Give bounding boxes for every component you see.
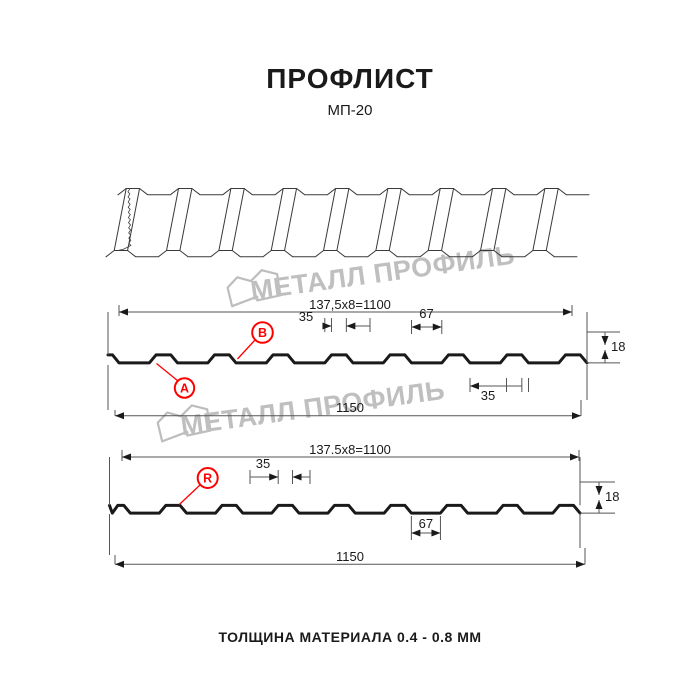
svg-text:R: R xyxy=(203,471,212,485)
svg-text:МП-20: МП-20 xyxy=(328,102,373,119)
svg-text:1150: 1150 xyxy=(336,549,364,564)
svg-text:18: 18 xyxy=(611,339,625,354)
svg-text:67: 67 xyxy=(419,516,433,531)
svg-text:67: 67 xyxy=(419,306,433,321)
svg-text:ТОЛЩИНА МАТЕРИАЛА 0.4 - 0.8 ММ: ТОЛЩИНА МАТЕРИАЛА 0.4 - 0.8 ММ xyxy=(218,629,481,645)
svg-text:ПРОФЛИСТ: ПРОФЛИСТ xyxy=(266,63,433,94)
svg-text:35: 35 xyxy=(256,456,270,471)
svg-text:18: 18 xyxy=(605,489,619,504)
svg-text:35: 35 xyxy=(299,309,313,324)
svg-text:35: 35 xyxy=(481,388,495,403)
svg-text:137.5x8=1100: 137.5x8=1100 xyxy=(309,442,391,457)
svg-text:1150: 1150 xyxy=(336,400,364,415)
svg-text:A: A xyxy=(180,381,189,395)
svg-text:B: B xyxy=(258,326,267,340)
svg-text:137,5x8=1100: 137,5x8=1100 xyxy=(309,297,391,312)
